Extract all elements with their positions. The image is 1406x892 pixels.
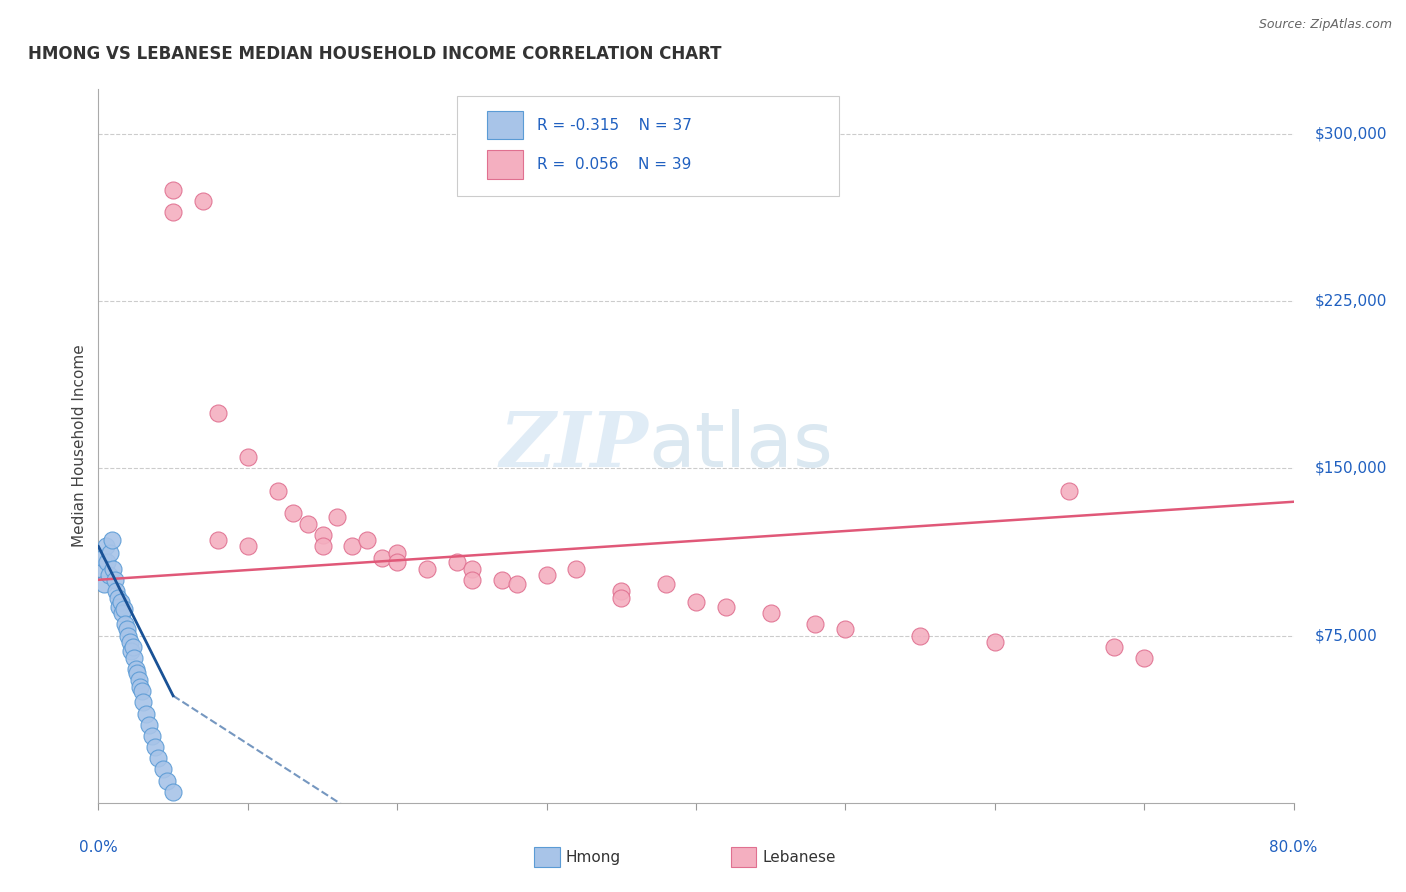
Point: [98, 546, 122, 560]
Point: [120, 644, 142, 658]
Point: [326, 510, 349, 524]
Point: [125, 662, 148, 676]
Point: [135, 706, 157, 721]
Point: [385, 546, 409, 560]
Point: [908, 628, 931, 642]
Text: $225,000: $225,000: [1315, 293, 1386, 309]
Point: [281, 506, 304, 520]
Point: [138, 717, 160, 731]
Text: R =  0.056    N = 39: R = 0.056 N = 39: [537, 157, 692, 172]
Text: Lebanese: Lebanese: [762, 850, 835, 864]
Point: [148, 751, 170, 765]
Point: [118, 635, 141, 649]
Point: [132, 696, 155, 710]
Text: $300,000: $300,000: [1315, 127, 1388, 141]
Point: [112, 601, 135, 615]
Point: [107, 591, 129, 605]
Point: [141, 729, 163, 743]
Point: [111, 607, 134, 621]
Point: [416, 562, 439, 576]
Point: [114, 617, 136, 632]
Y-axis label: Median Household Income: Median Household Income: [72, 344, 87, 548]
Point: [342, 539, 364, 553]
Point: [94, 539, 117, 553]
Point: [143, 740, 166, 755]
Point: [96, 555, 118, 569]
Point: [834, 622, 856, 636]
Point: [491, 573, 513, 587]
Point: [103, 562, 125, 576]
Point: [506, 577, 529, 591]
Point: [129, 680, 152, 694]
Text: Source: ZipAtlas.com: Source: ZipAtlas.com: [1258, 18, 1392, 31]
FancyBboxPatch shape: [486, 150, 523, 178]
Point: [110, 595, 132, 609]
Point: [1104, 640, 1126, 654]
Text: HMONG VS LEBANESE MEDIAN HOUSEHOLD INCOME CORRELATION CHART: HMONG VS LEBANESE MEDIAN HOUSEHOLD INCOM…: [28, 45, 721, 62]
Point: [1133, 651, 1156, 665]
Point: [714, 599, 737, 614]
Point: [131, 684, 153, 698]
Point: [90, 562, 112, 576]
FancyBboxPatch shape: [486, 111, 523, 139]
Point: [91, 550, 114, 565]
Point: [759, 607, 782, 621]
Point: [128, 673, 150, 687]
Point: [124, 651, 146, 665]
Point: [108, 599, 131, 614]
Point: [311, 528, 333, 542]
Text: ZIP: ZIP: [499, 409, 648, 483]
Point: [356, 533, 378, 547]
Point: [152, 762, 174, 776]
Point: [156, 773, 179, 788]
Point: [610, 583, 633, 598]
Point: [121, 640, 143, 654]
FancyBboxPatch shape: [457, 96, 839, 196]
Point: [655, 577, 678, 591]
Text: 0.0%: 0.0%: [79, 840, 118, 855]
Point: [804, 617, 827, 632]
Point: [101, 533, 124, 547]
Text: 80.0%: 80.0%: [1270, 840, 1317, 855]
Point: [610, 591, 633, 605]
Point: [115, 622, 138, 636]
Text: R = -0.315    N = 37: R = -0.315 N = 37: [537, 118, 692, 133]
Point: [461, 573, 484, 587]
Point: [236, 450, 259, 464]
Point: [385, 555, 409, 569]
Point: [371, 550, 394, 565]
Point: [162, 785, 184, 799]
Point: [207, 405, 229, 419]
Point: [536, 568, 558, 582]
Point: [162, 182, 184, 196]
Text: atlas: atlas: [648, 409, 832, 483]
Point: [1059, 483, 1081, 498]
Point: [117, 628, 139, 642]
Point: [565, 562, 588, 576]
Point: [104, 573, 127, 587]
Text: Hmong: Hmong: [565, 850, 620, 864]
Point: [93, 577, 115, 591]
Point: [446, 555, 468, 569]
Point: [297, 517, 319, 532]
Point: [162, 204, 184, 219]
Text: $150,000: $150,000: [1315, 461, 1386, 475]
Point: [236, 539, 259, 553]
Text: $75,000: $75,000: [1315, 628, 1378, 643]
Point: [105, 583, 128, 598]
Point: [97, 568, 120, 582]
Point: [685, 595, 707, 609]
Point: [461, 562, 484, 576]
Point: [127, 666, 149, 681]
Point: [983, 635, 1005, 649]
Point: [311, 539, 333, 553]
Point: [267, 483, 290, 498]
Point: [207, 533, 229, 547]
Point: [191, 194, 214, 208]
